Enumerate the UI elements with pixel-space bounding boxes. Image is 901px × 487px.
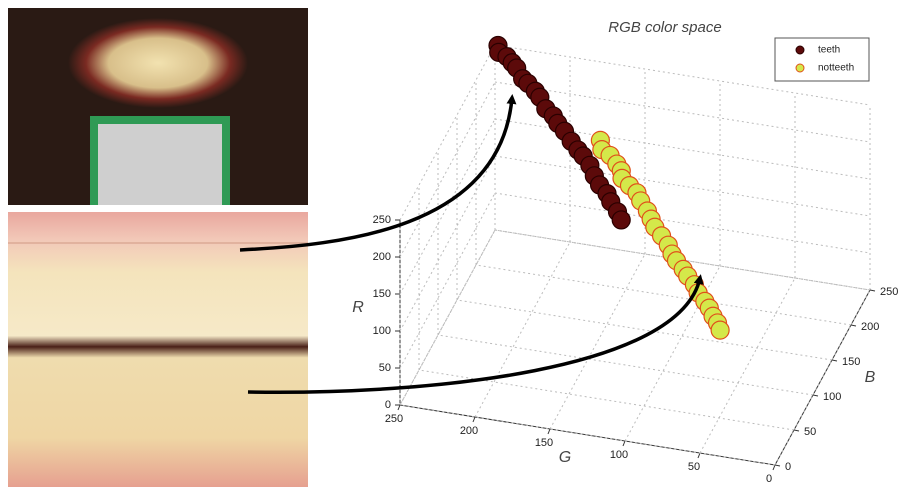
z-tick-label: 150 <box>373 288 391 300</box>
z-tick-label: 250 <box>373 214 391 226</box>
y-tick-label: 250 <box>880 286 898 298</box>
z-tick-label: 100 <box>373 325 391 337</box>
legend-marker <box>796 64 804 72</box>
z-tick-label: 200 <box>373 251 391 263</box>
grid-line <box>400 119 495 294</box>
grid-line <box>457 300 832 360</box>
tick <box>473 417 475 422</box>
grid: 0 50 100 150 200 250 0 50 100 150 200 250 0 50 100 150 2… <box>373 45 899 485</box>
tick <box>775 465 780 466</box>
z-axis-label: R <box>352 299 364 316</box>
tick <box>794 430 799 431</box>
y-tick-label: 50 <box>804 426 816 438</box>
grid-line <box>495 156 870 216</box>
grid-line <box>400 82 495 257</box>
arrow <box>240 98 512 250</box>
y-tick-label: 100 <box>823 391 841 403</box>
tick <box>398 405 400 410</box>
y-tick-label: 200 <box>861 321 879 333</box>
x-tick-label: 150 <box>535 437 553 449</box>
tick <box>623 441 625 446</box>
tick <box>851 325 856 326</box>
x-tick-label: 100 <box>610 449 628 461</box>
tick <box>813 395 818 396</box>
legend-label: teeth <box>818 45 840 56</box>
grid-line <box>495 193 870 253</box>
z-tick-label: 50 <box>379 362 391 374</box>
legend-label: notteeth <box>818 63 854 74</box>
y-axis-label: B <box>865 369 876 386</box>
grid-line <box>400 45 495 220</box>
tick <box>548 429 550 434</box>
chart-title: RGB color space <box>608 19 721 36</box>
point <box>711 321 729 339</box>
figure: 0 50 100 150 200 250 0 50 100 150 200 250 0 50 100 150 2… <box>0 0 901 487</box>
tick <box>698 453 700 458</box>
x-axis-label: G <box>559 449 571 466</box>
tick <box>773 465 775 470</box>
x-tick-label: 50 <box>688 461 700 473</box>
grid-line <box>476 265 851 325</box>
tick <box>870 290 875 291</box>
point <box>612 211 630 229</box>
grid-line <box>400 156 495 331</box>
arrow <box>248 278 700 392</box>
x-tick-label: 250 <box>385 413 403 425</box>
y-tick-label: 0 <box>785 461 791 473</box>
tick <box>832 360 837 361</box>
z-tick-label: 0 <box>385 399 391 411</box>
grid-line <box>475 242 570 417</box>
axis-line <box>775 290 870 465</box>
chart: 0 50 100 150 200 250 0 50 100 150 200 250 0 50 100 150 2… <box>0 0 901 487</box>
legend-marker <box>796 46 804 54</box>
x-tick-label: 0 <box>766 473 772 485</box>
x-tick-label: 200 <box>460 425 478 437</box>
y-tick-label: 150 <box>842 356 860 368</box>
